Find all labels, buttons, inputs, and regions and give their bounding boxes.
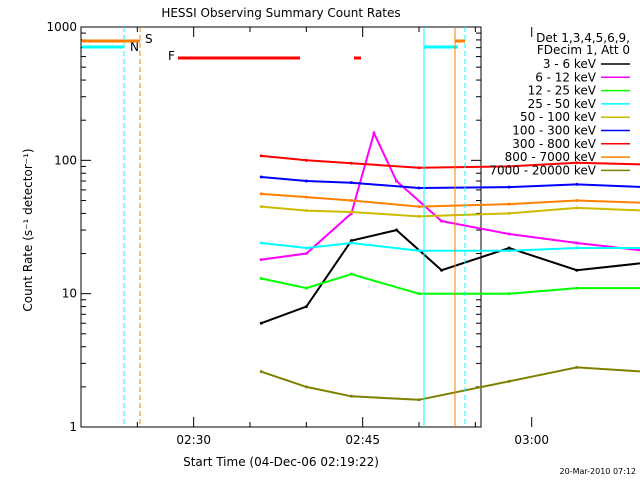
data-point xyxy=(507,379,511,383)
data-point xyxy=(417,214,421,218)
data-point xyxy=(259,276,263,280)
data-point xyxy=(507,292,511,296)
legend-label: 25 - 50 keV xyxy=(528,97,597,111)
data-point xyxy=(304,286,308,290)
y-tick-label: 10 xyxy=(62,287,77,301)
data-point xyxy=(575,365,579,369)
date-stamp: 20-Mar-2010 07:12 xyxy=(560,467,637,476)
plot-area xyxy=(80,26,482,428)
flag-label: N xyxy=(130,40,139,54)
data-point xyxy=(304,246,308,250)
series-line-3-6-kev xyxy=(260,229,640,325)
y-tick-label: 1000 xyxy=(46,20,77,34)
data-point xyxy=(417,398,421,402)
series-line-25-50-kev xyxy=(261,241,640,252)
data-point xyxy=(575,241,579,245)
data-point xyxy=(507,185,511,189)
data-point xyxy=(575,161,579,165)
series-line-7000-20000-kev xyxy=(260,366,640,401)
data-point xyxy=(349,181,353,185)
data-point xyxy=(507,211,511,215)
data-point xyxy=(575,246,579,250)
data-point xyxy=(507,202,511,206)
x-tick-label: 02:30 xyxy=(176,433,211,447)
data-point xyxy=(372,131,376,135)
data-point xyxy=(417,205,421,209)
data-point xyxy=(394,228,398,232)
flags-layer: SN F xyxy=(82,27,466,427)
data-point xyxy=(259,321,263,325)
data-point xyxy=(417,186,421,190)
legend-label: 12 - 25 keV xyxy=(528,84,597,98)
flag-label: S xyxy=(145,32,153,46)
data-point xyxy=(349,394,353,398)
flag-label: F xyxy=(168,49,175,63)
data-point xyxy=(349,272,353,276)
data-point xyxy=(575,268,579,272)
data-point xyxy=(349,161,353,165)
data-point xyxy=(259,241,263,245)
data-point xyxy=(349,198,353,202)
data-point xyxy=(304,179,308,183)
data-point xyxy=(575,182,579,186)
data-point xyxy=(304,195,308,199)
legend-header-line-1: Det 1,3,4,5,6,9, xyxy=(536,31,630,45)
y-tick-label: 1 xyxy=(69,420,77,434)
data-point xyxy=(304,158,308,162)
series-line-100-300-kev xyxy=(261,176,640,190)
data-point xyxy=(259,154,263,158)
y-ticks: 1 10 100 1000 xyxy=(46,20,481,434)
data-point xyxy=(440,219,444,223)
legend-label: 800 - 7000 keV xyxy=(505,150,597,164)
data-point xyxy=(304,305,308,309)
data-point xyxy=(259,175,263,179)
data-point xyxy=(259,258,263,262)
legend-label: 7000 - 20000 keV xyxy=(489,163,596,177)
legend-label: 100 - 300 keV xyxy=(512,124,596,138)
data-point xyxy=(304,209,308,213)
data-point xyxy=(259,205,263,209)
chart-title: HESSI Observing Summary Count Rates xyxy=(161,6,400,20)
data-point xyxy=(394,179,398,183)
legend-label: 50 - 100 keV xyxy=(520,110,597,124)
x-axis-label: Start Time (04-Dec-06 02:19:22) xyxy=(183,455,379,469)
legend: Det 1,3,4,5,6,9, FDecim 1, Att 0 3 - 6 k… xyxy=(489,31,630,177)
y-axis-label: Count Rate (s⁻¹ detector⁻¹) xyxy=(21,148,35,311)
data-point xyxy=(259,370,263,374)
plot-frame xyxy=(80,26,482,428)
series-layer xyxy=(259,130,640,402)
legend-label: 3 - 6 keV xyxy=(543,57,597,71)
data-point xyxy=(575,286,579,290)
data-point xyxy=(440,268,444,272)
legend-label: 6 - 12 keV xyxy=(535,70,597,84)
x-tick-label: 02:45 xyxy=(345,433,380,447)
series-line-50-100-kev xyxy=(261,205,640,218)
series-line-12-25-kev xyxy=(261,273,640,295)
data-point xyxy=(349,239,353,243)
data-point xyxy=(575,198,579,202)
x-tick-label: 03:00 xyxy=(514,433,549,447)
data-point xyxy=(575,206,579,210)
data-point xyxy=(507,164,511,168)
data-point xyxy=(349,210,353,214)
data-point xyxy=(304,385,308,389)
data-point xyxy=(417,166,421,170)
data-point xyxy=(417,249,421,253)
data-point xyxy=(259,192,263,196)
data-point xyxy=(507,249,511,253)
data-point xyxy=(507,246,511,250)
data-point xyxy=(507,232,511,236)
data-point xyxy=(349,241,353,245)
data-point xyxy=(304,252,308,256)
y-tick-label: 100 xyxy=(54,153,77,167)
data-point xyxy=(417,292,421,296)
legend-label: 300 - 800 keV xyxy=(512,137,596,151)
legend-header-line-2: FDecim 1, Att 0 xyxy=(537,43,630,57)
